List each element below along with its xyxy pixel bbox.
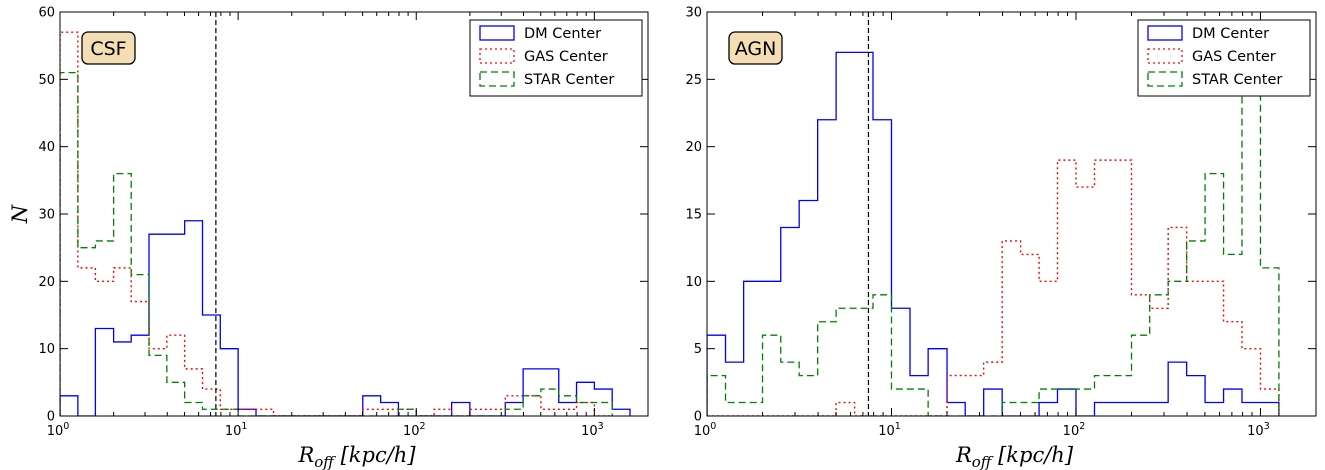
- x-tick-label: 103: [1247, 421, 1270, 439]
- x-tick-label: 101: [225, 421, 248, 439]
- x-tick-label: 100: [694, 421, 717, 439]
- legend-label: GAS Center: [524, 49, 608, 65]
- y-tick-label: 20: [38, 275, 55, 290]
- series-dm-center: [60, 220, 631, 416]
- panel-tag-box: [81, 31, 136, 65]
- series-gas-center: [707, 159, 1280, 416]
- x-axis-title: Roff [kpc/h]: [297, 443, 416, 470]
- panel-tag-label: AGN: [735, 38, 777, 60]
- y-tick-label: 40: [38, 140, 55, 155]
- legend-label: DM Center: [1192, 26, 1269, 42]
- panel-tag-box: [728, 31, 783, 65]
- y-tick-label: 30: [685, 6, 702, 21]
- x-axis-title: Roff [kpc/h]: [955, 443, 1074, 470]
- series-dm-center: [707, 51, 1280, 416]
- legend-label: STAR Center: [524, 72, 614, 88]
- legend-swatch: [1147, 48, 1183, 64]
- y-tick-label: 10: [38, 342, 55, 357]
- panel-agn: 0 5 10 15 20 25 30 100 101 102 103 Roff [kpc/h] AGN D…: [685, 6, 1317, 470]
- x-tick-label: 103: [581, 421, 604, 439]
- series-star-center: [60, 71, 613, 416]
- legend-label: GAS Center: [1192, 49, 1276, 65]
- y-tick-label: 25: [685, 73, 702, 88]
- x-tick-label: 100: [47, 421, 70, 439]
- series-star-center: [707, 24, 1280, 416]
- panel-csf: 0 10 20 30 40 50 60 100 101 102 103 Roff [kpc/h] N CS…: [8, 6, 649, 470]
- legend-swatch: [1147, 71, 1183, 87]
- legend-box: [1137, 19, 1311, 97]
- y-tick-label: 60: [38, 6, 55, 21]
- x-tick-label: 102: [1063, 421, 1086, 439]
- y-tick-label: 0: [47, 410, 55, 425]
- y-axis-title: N: [8, 204, 32, 224]
- y-tick-label: 0: [694, 410, 702, 425]
- legend-label: DM Center: [524, 26, 601, 42]
- y-tick-label: 10: [685, 275, 702, 290]
- legend-swatch: [479, 25, 515, 41]
- x-tick-label: 102: [403, 421, 426, 439]
- legend-swatch: [1147, 25, 1183, 41]
- panel-tag-label: CSF: [90, 38, 126, 60]
- legend-label: STAR Center: [1192, 72, 1282, 88]
- y-tick-label: 20: [685, 140, 702, 155]
- legend-swatch: [479, 48, 515, 64]
- y-tick-label: 5: [694, 342, 702, 357]
- y-tick-label: 15: [685, 208, 702, 223]
- legend-swatch: [479, 71, 515, 87]
- legend-box: [469, 19, 643, 97]
- y-tick-label: 50: [38, 73, 55, 88]
- y-tick-label: 30: [38, 208, 55, 223]
- x-tick-label: 101: [878, 421, 901, 439]
